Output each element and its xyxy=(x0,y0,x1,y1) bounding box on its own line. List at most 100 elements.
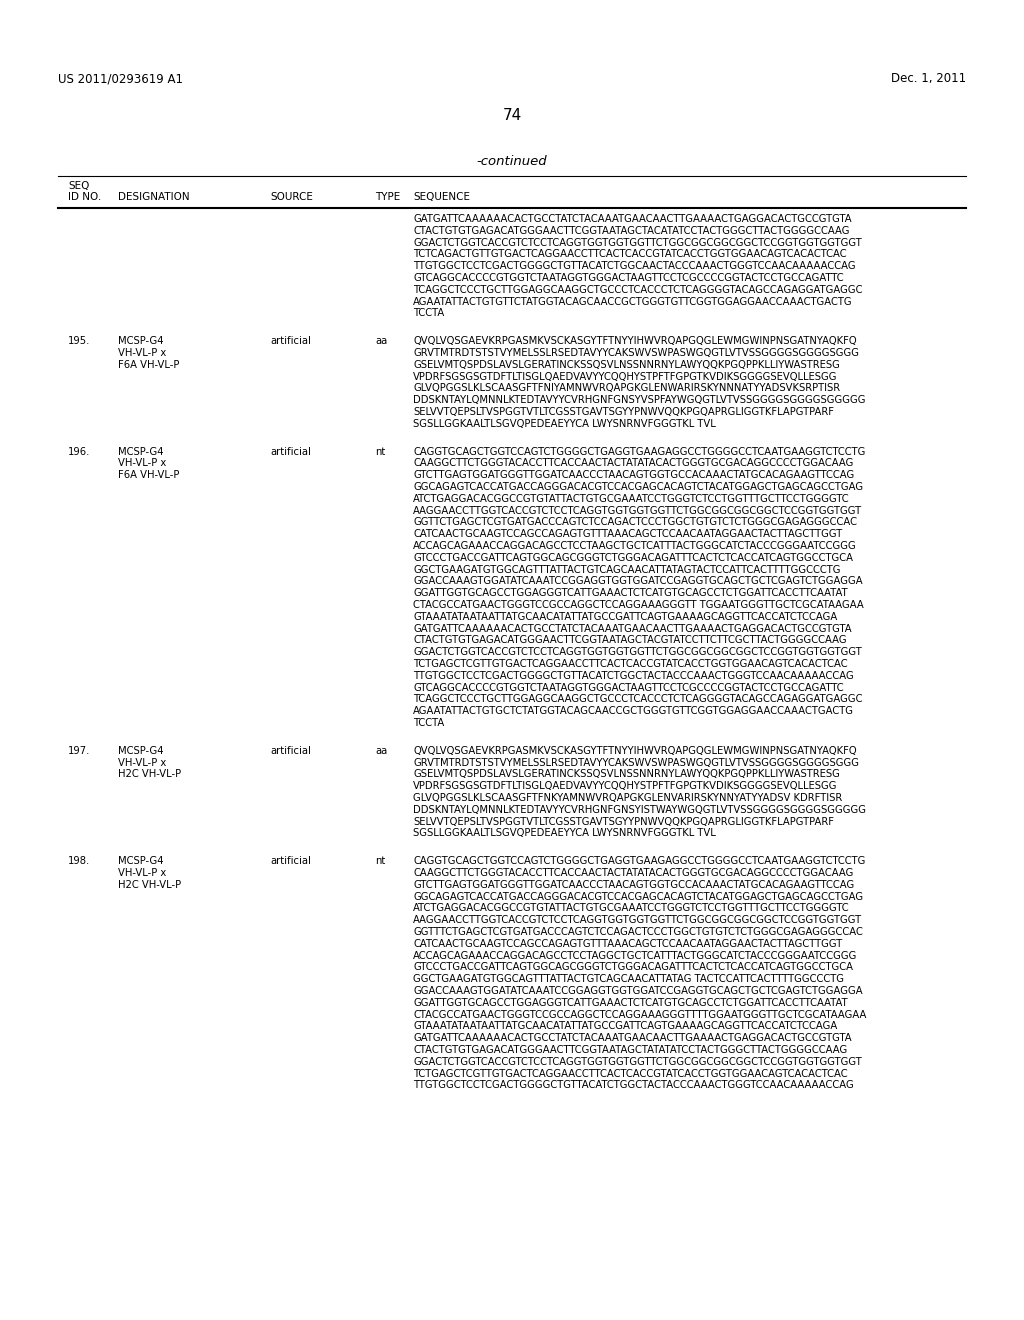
Text: CAGGTGCAGCTGGTCCAGTCTGGGGCTGAGGTGAAGAGGCCTGGGGCCTCAATGAAGGTCTCCTG: CAGGTGCAGCTGGTCCAGTCTGGGGCTGAGGTGAAGAGGC… xyxy=(413,857,865,866)
Text: GATGATTCAAAAAACACTGCCTATCTACAAATGAACAACTTGAAAACTGAGGACACTGCCGTGTA: GATGATTCAAAAAACACTGCCTATCTACAAATGAACAACT… xyxy=(413,214,852,224)
Text: VH-VL-P x: VH-VL-P x xyxy=(118,758,166,768)
Text: TCCTA: TCCTA xyxy=(413,309,444,318)
Text: TCAGGCTCCCTGCTTGGAGGCAAGGCTGCCCTCACCCTCTCAGGGGTACAGCCAGAGGATGAGGC: TCAGGCTCCCTGCTTGGAGGCAAGGCTGCCCTCACCCTCT… xyxy=(413,285,862,294)
Text: US 2011/0293619 A1: US 2011/0293619 A1 xyxy=(58,73,183,84)
Text: GGACTCTGGTCACCGTCTCCTCAGGTGGTGGTGGTTCTGGCGGCGGCGGCTCCGGTGGTGGTGGT: GGACTCTGGTCACCGTCTCCTCAGGTGGTGGTGGTTCTGG… xyxy=(413,1057,862,1067)
Text: VH-VL-P x: VH-VL-P x xyxy=(118,458,166,469)
Text: GTAAATATAATAATTATGCAACATATTATGCCGATTCAGTGAAAAGCAGGTTCACCATCTCCAGA: GTAAATATAATAATTATGCAACATATTATGCCGATTCAGT… xyxy=(413,1022,838,1031)
Text: GTCCCTGACCGATTCAGTGGCAGCGGGTCTGGGACAGATTTCACTCTCACCATCAGTGGCCTGCA: GTCCCTGACCGATTCAGTGGCAGCGGGTCTGGGACAGATT… xyxy=(413,553,853,562)
Text: VPDRFSGSGSGTDFTLTISGLQAEDVAVYYCQQHYSTPFTFGPGTKVDIKSGGGGSEVQLLESGG: VPDRFSGSGSGTDFTLTISGLQAEDVAVYYCQQHYSTPFT… xyxy=(413,372,838,381)
Text: GTCTTGAGTGGATGGGTTGGATCAACCCTAACAGTGGTGCCACAAACTATGCACAGAAGTTCCAG: GTCTTGAGTGGATGGGTTGGATCAACCCTAACAGTGGTGC… xyxy=(413,470,854,480)
Text: CAAGGCTTCTGGGTACACCTTCACCAACTACTATATACACTGGGTGCGACAGGCCCCTGGACAAG: CAAGGCTTCTGGGTACACCTTCACCAACTACTATATACAC… xyxy=(413,458,853,469)
Text: artificial: artificial xyxy=(270,857,311,866)
Text: Dec. 1, 2011: Dec. 1, 2011 xyxy=(891,73,966,84)
Text: GSELVMTQSPDSLAVSLGERATINCKSSQSVLNSSNNRNYLAWYQQKPGQPPKLLIYWASTRESG: GSELVMTQSPDSLAVSLGERATINCKSSQSVLNSSNNRNY… xyxy=(413,360,840,370)
Text: nt: nt xyxy=(375,857,385,866)
Text: CAGGTGCAGCTGGTCCAGTCTGGGGCTGAGGTGAAGAGGCCTGGGGCCTCAATGAAGGTCTCCTG: CAGGTGCAGCTGGTCCAGTCTGGGGCTGAGGTGAAGAGGC… xyxy=(413,446,865,457)
Text: MCSP-G4: MCSP-G4 xyxy=(118,746,164,756)
Text: GGACCAAAGTGGATATCAAATCCGGAGGTGGTGGATCCGAGGTGCAGCTGCTCGAGTCTGGAGGA: GGACCAAAGTGGATATCAAATCCGGAGGTGGTGGATCCGA… xyxy=(413,577,862,586)
Text: AAGGAACCTTGGTCACCGTCTCCTCAGGTGGTGGTGGTTCTGGCGGCGGCGGCTCCGGTGGTGGT: AAGGAACCTTGGTCACCGTCTCCTCAGGTGGTGGTGGTTC… xyxy=(413,506,862,516)
Text: H2C VH-VL-P: H2C VH-VL-P xyxy=(118,770,181,779)
Text: TCCTA: TCCTA xyxy=(413,718,444,729)
Text: 195.: 195. xyxy=(68,337,90,346)
Text: SELVVTQEPSLTVSPGGTVTLTCGSSTGAVTSGYYPNWVQQKPGQAPRGLIGGTKFLAPGTPARF: SELVVTQEPSLTVSPGGTVTLTCGSSTGAVTSGYYPNWVQ… xyxy=(413,407,834,417)
Text: 197.: 197. xyxy=(68,746,90,756)
Text: TCTGAGCTCGTTGTGACTCAGGAACCTTCACTCACCGTATCACCTGGTGGAACAGTCACACTCAC: TCTGAGCTCGTTGTGACTCAGGAACCTTCACTCACCGTAT… xyxy=(413,1069,848,1078)
Text: artificial: artificial xyxy=(270,746,311,756)
Text: SELVVTQEPSLTVSPGGTVTLTCGSSTGAVTSGYYPNWVQQKPGQAPRGLIGGTKFLAPGTPARF: SELVVTQEPSLTVSPGGTVTLTCGSSTGAVTSGYYPNWVQ… xyxy=(413,817,834,826)
Text: GATGATTCAAAAAACACTGCCTATCTACAAATGAACAACTTGAAAACTGAGGACACTGCCGTGTA: GATGATTCAAAAAACACTGCCTATCTACAAATGAACAACT… xyxy=(413,1034,852,1043)
Text: GGACCAAAGTGGATATCAAATCCGGAGGTGGTGGATCCGAGGTGCAGCTGCTCGAGTCTGGAGGA: GGACCAAAGTGGATATCAAATCCGGAGGTGGTGGATCCGA… xyxy=(413,986,862,997)
Text: GGCAGAGTCACCATGACCAGGGACACGTCCACGAGCACAGTCTACATGGAGCTGAGCAGCCTGAG: GGCAGAGTCACCATGACCAGGGACACGTCCACGAGCACAG… xyxy=(413,891,863,902)
Text: GGATTGGTGCAGCCTGGAGGGTCATTGAAACTCTCATGTGCAGCCTCTGGATTCACCTTCAATAT: GGATTGGTGCAGCCTGGAGGGTCATTGAAACTCTCATGTG… xyxy=(413,589,848,598)
Text: artificial: artificial xyxy=(270,337,311,346)
Text: GLVQPGGSLKLSCAASGFTFNKYAMNWVRQAPGKGLENVARIRSKYNNYATYYADSV KDRFTISR: GLVQPGGSLKLSCAASGFTFNKYAMNWVRQAPGKGLENVA… xyxy=(413,793,843,803)
Text: MCSP-G4: MCSP-G4 xyxy=(118,446,164,457)
Text: AAGGAACCTTGGTCACCGTCTCCTCAGGTGGTGGTGGTTCTGGCGGCGGCGGCTCCGGTGGTGGT: AAGGAACCTTGGTCACCGTCTCCTCAGGTGGTGGTGGTTC… xyxy=(413,915,862,925)
Text: GTCCCTGACCGATTCAGTGGCAGCGGGTCTGGGACAGATTTCACTCTCACCATCAGTGGCCTGCA: GTCCCTGACCGATTCAGTGGCAGCGGGTCTGGGACAGATT… xyxy=(413,962,853,973)
Text: DDSKNTAYLQMNNLKTEDTAVYYCVRHGNFGNSYVSPFAYWGQGTLVTVSSGGGGSGGGGSGGGGG: DDSKNTAYLQMNNLKTEDTAVYYCVRHGNFGNSYVSPFAY… xyxy=(413,395,865,405)
Text: TCAGGCTCCCTGCTTGGAGGCAAGGCTGCCCTCACCCTCTCAGGGGTACAGCCAGAGGATGAGGC: TCAGGCTCCCTGCTTGGAGGCAAGGCTGCCCTCACCCTCT… xyxy=(413,694,862,705)
Text: nt: nt xyxy=(375,446,385,457)
Text: CTACTGTGTGAGACATGGGAACTTCGGTAATAGCTACGTATCCTTCTTCGCTTACTGGGGCCAAG: CTACTGTGTGAGACATGGGAACTTCGGTAATAGCTACGTA… xyxy=(413,635,847,645)
Text: GTCTTGAGTGGATGGGTTGGATCAACCCTAACAGTGGTGCCACAAACTATGCACAGAAGTTCCAG: GTCTTGAGTGGATGGGTTGGATCAACCCTAACAGTGGTGC… xyxy=(413,880,854,890)
Text: GSELVMTQSPDSLAVSLGERATINCKSSQSVLNSSNNRNYLAWYQQKPGQPPKLLIYWASTRESG: GSELVMTQSPDSLAVSLGERATINCKSSQSVLNSSNNRNY… xyxy=(413,770,840,779)
Text: H2C VH-VL-P: H2C VH-VL-P xyxy=(118,880,181,890)
Text: artificial: artificial xyxy=(270,446,311,457)
Text: GTAAATATAATAATTATGCAACATATTATGCCGATTCAGTGAAAAGCAGGTTCACCATCTCCAGA: GTAAATATAATAATTATGCAACATATTATGCCGATTCAGT… xyxy=(413,611,838,622)
Text: GTCAGGCACCCCGTGGTCTAATAGGTGGGACTAAGTTCCTCGCCCCGGTACTCCTGCCAGATTC: GTCAGGCACCCCGTGGTCTAATAGGTGGGACTAAGTTCCT… xyxy=(413,273,844,282)
Text: GGTTTCTGAGCTCGTGATGACCCAGTCTCCAGACTCCCTGGCTGTGTCTCTGGGCGAGAGGGCCAC: GGTTTCTGAGCTCGTGATGACCCAGTCTCCAGACTCCCTG… xyxy=(413,927,863,937)
Text: ACCAGCAGAAACCAGGACAGCCTCCTAGGCTGCTCATTTACTGGGCATCTACCCGGGAATCCGGG: ACCAGCAGAAACCAGGACAGCCTCCTAGGCTGCTCATTTA… xyxy=(413,950,857,961)
Text: 74: 74 xyxy=(503,108,521,123)
Text: CTACTGTGTGAGACATGGGAACTTCGGTAATAGCTACATATCCTACTGGGCTTACTGGGGCCAAG: CTACTGTGTGAGACATGGGAACTTCGGTAATAGCTACATA… xyxy=(413,226,850,236)
Text: CATCAACTGCAAGTCCAGCCAGAGTGTTTAAACAGCTCCAACAATAGGAACTACTTAGCTTGGT: CATCAACTGCAAGTCCAGCCAGAGTGTTTAAACAGCTCCA… xyxy=(413,939,843,949)
Text: CTACGCCATGAACTGGGTCCGCCAGGCTCCAGGAAAGGGTTTTGGAATGGGTTGCTCGCATAAGAA: CTACGCCATGAACTGGGTCCGCCAGGCTCCAGGAAAGGGT… xyxy=(413,1010,866,1019)
Text: TTGTGGCTCCTCGACTGGGGCTGTTACATCTGGCTACTACCCAAACTGGGTCCAACAAAAACCAG: TTGTGGCTCCTCGACTGGGGCTGTTACATCTGGCTACTAC… xyxy=(413,1080,854,1090)
Text: ID NO.: ID NO. xyxy=(68,191,101,202)
Text: SOURCE: SOURCE xyxy=(270,191,313,202)
Text: GRVTMTRDTSTSTVYMELSSLRSEDTAVYYCAKSWVSWPASWGQGTLVTVSSGGGGSGGGGSGGG: GRVTMTRDTSTSTVYMELSSLRSEDTAVYYCAKSWVSWPA… xyxy=(413,348,859,358)
Text: CTACTGTGTGAGACATGGGAACTTCGGTAATAGCTATATATCCTACTGGGCTTACTGGGGCCAAG: CTACTGTGTGAGACATGGGAACTTCGGTAATAGCTATATA… xyxy=(413,1045,847,1055)
Text: ATCTGAGGACACGGCCGTGTATTACTGTGCGAAATCCTGGGTCTCCTGGTTTGCTTCCTGGGGTC: ATCTGAGGACACGGCCGTGTATTACTGTGCGAAATCCTGG… xyxy=(413,903,850,913)
Text: GGATTGGTGCAGCCTGGAGGGTCATTGAAACTCTCATGTGCAGCCTCTGGATTCACCTTCAATAT: GGATTGGTGCAGCCTGGAGGGTCATTGAAACTCTCATGTG… xyxy=(413,998,848,1007)
Text: 196.: 196. xyxy=(68,446,90,457)
Text: GGACTCTGGTCACCGTCTCCTCAGGTGGTGGTGGTTCTGGCGGCGGCGGCTCCGGTGGTGGTGGT: GGACTCTGGTCACCGTCTCCTCAGGTGGTGGTGGTTCTGG… xyxy=(413,238,862,248)
Text: TTGTGGCTCCTCGACTGGGGCTGTTACATCTGGCTACTACCCAAACTGGGTCCAACAAAAACCAG: TTGTGGCTCCTCGACTGGGGCTGTTACATCTGGCTACTAC… xyxy=(413,671,854,681)
Text: TTGTGGCTCCTCGACTGGGGCTGTTACATCTGGCAACTACCCAAACTGGGTCCAACAAAAACCAG: TTGTGGCTCCTCGACTGGGGCTGTTACATCTGGCAACTAC… xyxy=(413,261,856,271)
Text: TCTGAGCTCGTTGTGACTCAGGAACCTTCACTCACCGTATCACCTGGTGGAACAGTCACACTCAC: TCTGAGCTCGTTGTGACTCAGGAACCTTCACTCACCGTAT… xyxy=(413,659,848,669)
Text: CTACGCCATGAACTGGGTCCGCCAGGCTCCAGGAAAGGGTT TGGAATGGGTTGCTCGCATAAGAA: CTACGCCATGAACTGGGTCCGCCAGGCTCCAGGAAAGGGT… xyxy=(413,601,864,610)
Text: VPDRFSGSGSGTDFTLTISGLQAEDVAVYYCQQHYSTPFTFGPGTKVDIKSGGGGSEVQLLESGG: VPDRFSGSGSGTDFTLTISGLQAEDVAVYYCQQHYSTPFT… xyxy=(413,781,838,791)
Text: SGSLLGGKAALTLSGVQPEDEAEYYCA LWYSNRNVFGGGTKL TVL: SGSLLGGKAALTLSGVQPEDEAEYYCA LWYSNRNVFGGG… xyxy=(413,418,716,429)
Text: VH-VL-P x: VH-VL-P x xyxy=(118,348,166,358)
Text: VH-VL-P x: VH-VL-P x xyxy=(118,869,166,878)
Text: MCSP-G4: MCSP-G4 xyxy=(118,337,164,346)
Text: TYPE: TYPE xyxy=(375,191,400,202)
Text: QVQLVQSGAEVKRPGASMKVSCKASGYTFTNYYIHWVRQAPGQGLEWMGWINPNSGATNYAQKFQ: QVQLVQSGAEVKRPGASMKVSCKASGYTFTNYYIHWVRQA… xyxy=(413,337,857,346)
Text: aa: aa xyxy=(375,337,387,346)
Text: -continued: -continued xyxy=(477,154,547,168)
Text: GGACTCTGGTCACCGTCTCCTCAGGTGGTGGTGGTTCTGGCGGCGGCGGCTCCGGTGGTGGTGGT: GGACTCTGGTCACCGTCTCCTCAGGTGGTGGTGGTTCTGG… xyxy=(413,647,862,657)
Text: MCSP-G4: MCSP-G4 xyxy=(118,857,164,866)
Text: F6A VH-VL-P: F6A VH-VL-P xyxy=(118,360,179,370)
Text: CAAGGCTTCTGGGTACACCTTCACCAACTACTATATACACTGGGTGCGACAGGCCCCTGGACAAG: CAAGGCTTCTGGGTACACCTTCACCAACTACTATATACAC… xyxy=(413,869,853,878)
Text: QVQLVQSGAEVKRPGASMKVSCKASGYTFTNYYIHWVRQAPGQGLEWMGWINPNSGATNYAQKFQ: QVQLVQSGAEVKRPGASMKVSCKASGYTFTNYYIHWVRQA… xyxy=(413,746,857,756)
Text: TCTCAGACTGTTGTGACTCAGGAACCTTCACTCACCGTATCACCTGGTGGAACAGTCACACTCAC: TCTCAGACTGTTGTGACTCAGGAACCTTCACTCACCGTAT… xyxy=(413,249,847,260)
Text: GLVQPGGSLKLSCAASGFTFNIYAMNWVRQAPGKGLENWARIRSKYNNNATYYADSVKSRPTISR: GLVQPGGSLKLSCAASGFTFNIYAMNWVRQAPGKGLENWA… xyxy=(413,383,840,393)
Text: GGTTCTGAGCTCGTGATGACCCAGTCTCCAGACTCCCTGGCTGTGTCTCTGGGCGAGAGGGCCAC: GGTTCTGAGCTCGTGATGACCCAGTCTCCAGACTCCCTGG… xyxy=(413,517,857,528)
Text: GTCAGGCACCCCGTGGTCTAATAGGTGGGACTAAGTTCCTCGCCCCGGTACTCCTGCCAGATTC: GTCAGGCACCCCGTGGTCTAATAGGTGGGACTAAGTTCCT… xyxy=(413,682,844,693)
Text: GATGATTCAAAAAACACTGCCTATCTACAAATGAACAACTTGAAAACTGAGGACACTGCCGTGTA: GATGATTCAAAAAACACTGCCTATCTACAAATGAACAACT… xyxy=(413,623,852,634)
Text: GGCTGAAGATGTGGCAGTTTATTACTGTCAGCAACATTATAG TACTCCATTCACTTTTGGCCCTG: GGCTGAAGATGTGGCAGTTTATTACTGTCAGCAACATTAT… xyxy=(413,974,844,985)
Text: SGSLLGGKAALTLSGVQPEDEAEYYCA LWYSNRNVFGGGTKL TVL: SGSLLGGKAALTLSGVQPEDEAEYYCA LWYSNRNVFGGG… xyxy=(413,829,716,838)
Text: DDSKNTAYLQMNNLKTEDTAVYYCVRHGNFGNSYISTWAYWGQGTLVTVSSGGGGSGGGGSGGGGG: DDSKNTAYLQMNNLKTEDTAVYYCVRHGNFGNSYISTWAY… xyxy=(413,805,866,814)
Text: GGCAGAGTCACCATGACCAGGGACACGTCCACGAGCACAGTCTACATGGAGCTGAGCAGCCTGAG: GGCAGAGTCACCATGACCAGGGACACGTCCACGAGCACAG… xyxy=(413,482,863,492)
Text: GGCTGAAGATGTGGCAGTTTATTACTGTCAGCAACATTATAGTACTCCATTCACTTTTGGCCCTG: GGCTGAAGATGTGGCAGTTTATTACTGTCAGCAACATTAT… xyxy=(413,565,841,574)
Text: AGAATATTACTGTGCTCTATGGTACAGCAACCGCTGGGTGTTCGGTGGAGGAACCAAACTGACTG: AGAATATTACTGTGCTCTATGGTACAGCAACCGCTGGGTG… xyxy=(413,706,854,717)
Text: DESIGNATION: DESIGNATION xyxy=(118,191,189,202)
Text: 198.: 198. xyxy=(68,857,90,866)
Text: F6A VH-VL-P: F6A VH-VL-P xyxy=(118,470,179,480)
Text: CATCAACTGCAAGTCCAGCCAGAGTGTTTAAACAGCTCCAACAATAGGAACTACTTAGCTTGGT: CATCAACTGCAAGTCCAGCCAGAGTGTTTAAACAGCTCCA… xyxy=(413,529,843,539)
Text: SEQUENCE: SEQUENCE xyxy=(413,191,470,202)
Text: aa: aa xyxy=(375,746,387,756)
Text: ATCTGAGGACACGGCCGTGTATTACTGTGCGAAATCCTGGGTCTCCTGGTTTGCTTCCTGGGGTC: ATCTGAGGACACGGCCGTGTATTACTGTGCGAAATCCTGG… xyxy=(413,494,850,504)
Text: GRVTMTRDTSTSTVYMELSSLRSEDTAVYYCAKSWVSWPASWGQGTLVTVSSGGGGSGGGGSGGG: GRVTMTRDTSTSTVYMELSSLRSEDTAVYYCAKSWVSWPA… xyxy=(413,758,859,768)
